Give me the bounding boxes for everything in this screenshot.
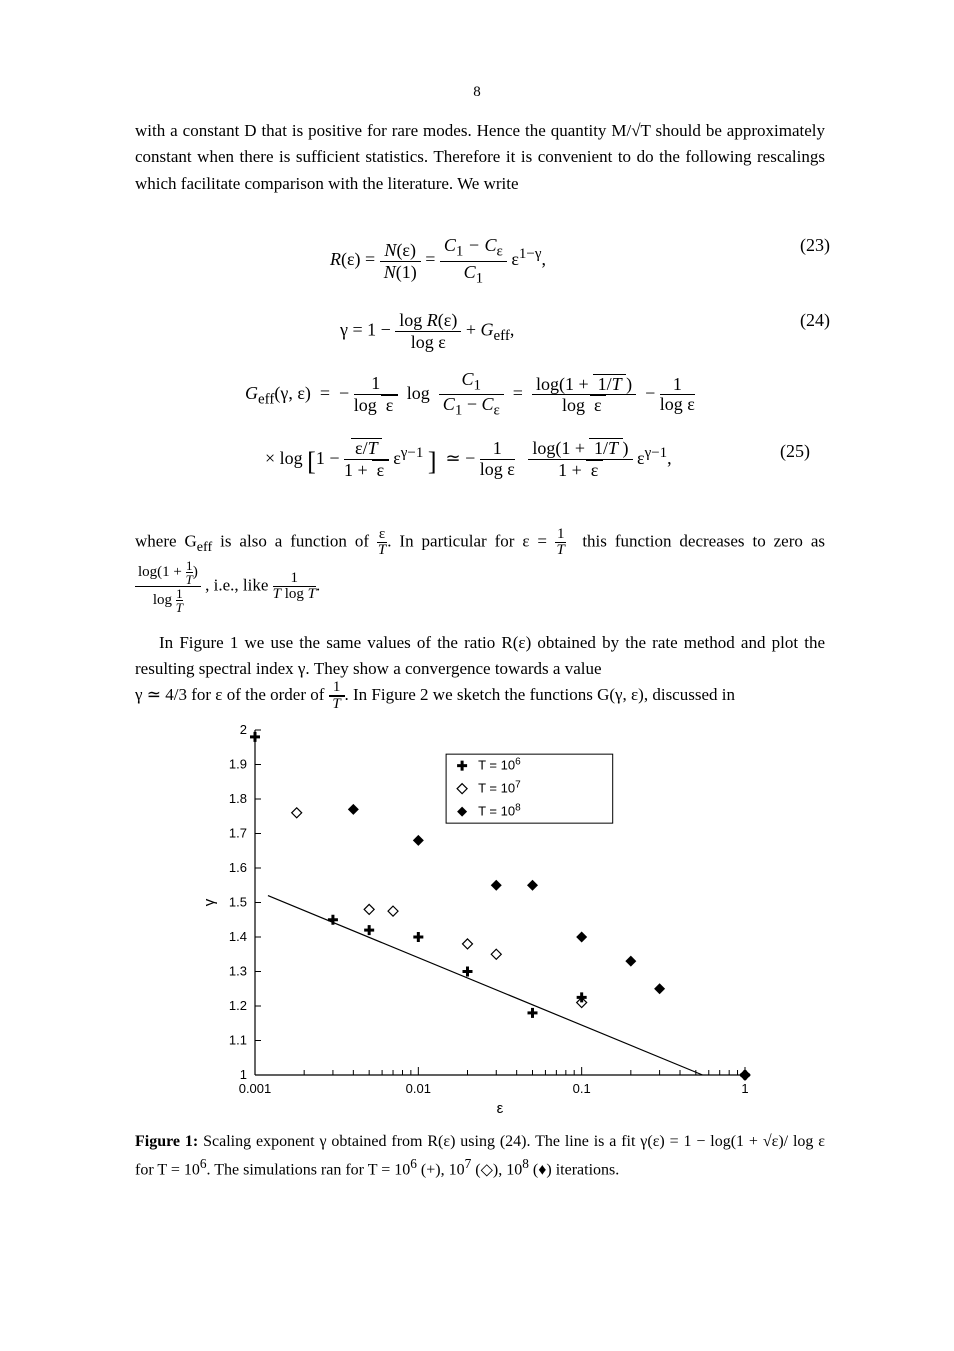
- page: 8 with a constant D that is positive for…: [0, 0, 954, 1351]
- equation-24: γ = 1 − log R(ε) log ε + Geff, (24): [340, 310, 840, 353]
- paragraph-4: In Figure 1 we use the same values of th…: [135, 630, 825, 683]
- svg-text:T = 107: T = 107: [478, 780, 521, 796]
- figure-1-caption: Figure 1: Scaling exponent γ obtained fr…: [135, 1130, 825, 1182]
- svg-text:T = 108: T = 108: [478, 803, 521, 819]
- svg-text:2: 2: [240, 722, 247, 737]
- svg-text:1: 1: [240, 1067, 247, 1082]
- page-number: 8: [473, 84, 481, 101]
- eq25-label: (25): [780, 428, 810, 475]
- svg-text:γ: γ: [201, 898, 218, 906]
- paragraph-3: where Geff is also a function of ε T . I…: [135, 527, 825, 614]
- svg-text:1.1: 1.1: [229, 1033, 247, 1048]
- svg-text:T = 106: T = 106: [478, 757, 521, 773]
- paragraph-1: with a constant D that is positive for r…: [135, 118, 825, 197]
- svg-text:1.4: 1.4: [229, 929, 247, 944]
- chart-svg: 1 1.1 1.2 1.3 1.4 1.5 1.6 1.7 1.8 1.9 2 γ 0.001 0.01 0…: [200, 720, 760, 1120]
- svg-text:1.3: 1.3: [229, 964, 247, 979]
- svg-text:0.001: 0.001: [239, 1081, 272, 1096]
- svg-text:1.8: 1.8: [229, 791, 247, 806]
- svg-text:0.01: 0.01: [406, 1081, 431, 1096]
- svg-text:1.6: 1.6: [229, 860, 247, 875]
- svg-text:1.7: 1.7: [229, 826, 247, 841]
- equation-23: R(ε) = N(ε) N(1) = C1 − Cε C1 ε1−γ, (23): [330, 235, 830, 287]
- eq23-label: (23): [800, 235, 830, 256]
- eq24-label: (24): [800, 310, 830, 331]
- svg-text:ε: ε: [497, 1100, 504, 1117]
- svg-text:1.5: 1.5: [229, 895, 247, 910]
- figure-1-chart: 1 1.1 1.2 1.3 1.4 1.5 1.6 1.7 1.8 1.9 2 γ 0.001 0.01 0…: [200, 720, 760, 1125]
- svg-text:0.1: 0.1: [573, 1081, 591, 1096]
- svg-text:1.2: 1.2: [229, 998, 247, 1013]
- svg-text:1.9: 1.9: [229, 757, 247, 772]
- caption-prefix: Figure 1:: [135, 1133, 198, 1150]
- svg-text:1: 1: [741, 1081, 748, 1096]
- equation-25: Geff(γ, ε) = − 1 log ε log C1 C1 − Cε = …: [150, 370, 840, 495]
- paragraph-5: γ ≃ 4/3 for ε of the order of 1 T . In F…: [135, 680, 825, 712]
